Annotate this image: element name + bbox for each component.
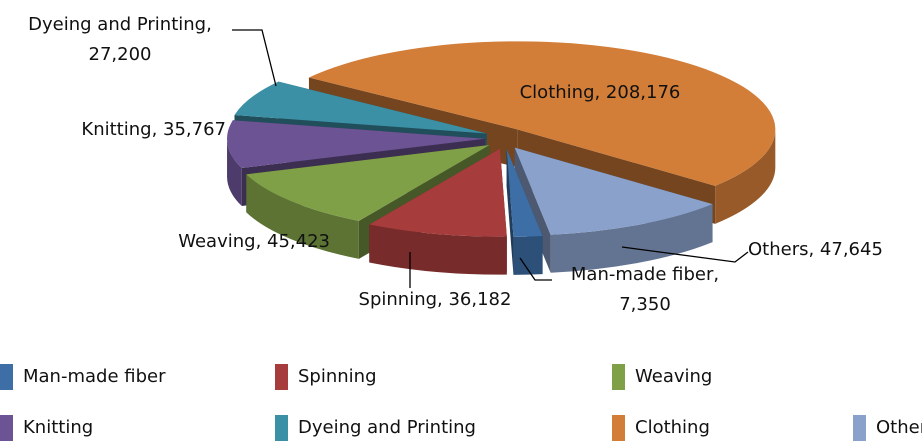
data-label-line: Dyeing and Printing,	[28, 14, 212, 35]
data-label: Clothing, 208,176	[520, 82, 681, 103]
legend-swatch	[275, 415, 288, 441]
data-label: Man-made fiber, 7,350	[571, 264, 719, 315]
leader-line	[232, 29, 277, 87]
slice-wall	[227, 138, 242, 207]
legend-swatch	[612, 364, 625, 390]
slice-wall	[550, 204, 713, 273]
leader-line	[621, 246, 749, 263]
slice-top	[234, 81, 487, 134]
slice-wall	[513, 236, 543, 275]
slice-wall	[369, 224, 507, 275]
data-label: Knitting, 35,767	[81, 119, 226, 140]
legend-label: Knitting	[23, 417, 93, 438]
data-label: Others, 47,645	[748, 239, 883, 260]
legend-label: Spinning	[298, 366, 377, 387]
slice-side	[506, 148, 514, 275]
data-label-line: Man-made fiber,	[571, 264, 719, 285]
legend-label: Others	[876, 417, 922, 438]
slice-wall	[715, 129, 776, 224]
legend-label: Clothing	[635, 417, 710, 438]
slice-top	[308, 41, 776, 186]
legend-label: Weaving	[635, 366, 712, 387]
legend-swatch	[275, 364, 288, 390]
legend-swatch	[0, 415, 13, 441]
slice	[506, 148, 543, 275]
legend-label: Dyeing and Printing	[298, 417, 476, 438]
legend-swatch	[0, 364, 13, 390]
legend-swatch	[612, 415, 625, 441]
slice	[514, 147, 713, 273]
slice-top	[514, 147, 713, 235]
slice-top	[246, 144, 490, 221]
legend-label: Man-made fiber	[23, 366, 166, 387]
leader-line	[519, 257, 552, 281]
slice-wall	[246, 174, 359, 259]
data-label: Weaving, 45,423	[178, 231, 330, 252]
data-label-line: 7,350	[619, 294, 671, 315]
slice-top	[506, 148, 543, 237]
data-label-line: 27,200	[89, 44, 152, 65]
slice-top	[227, 120, 486, 169]
slice	[369, 148, 507, 275]
data-label: Spinning, 36,182	[359, 289, 512, 310]
legend-swatch	[853, 415, 866, 441]
data-label: Dyeing and Printing, 27,200	[28, 14, 212, 65]
slice-top	[369, 148, 507, 237]
